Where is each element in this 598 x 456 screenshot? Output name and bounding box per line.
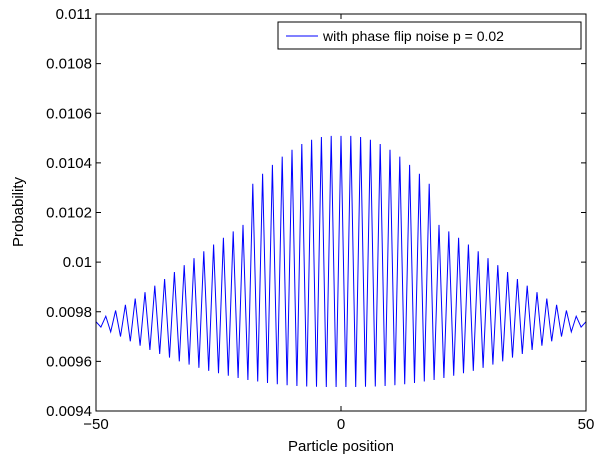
legend-box bbox=[277, 21, 582, 50]
y-tick-label-1: 0.0096 bbox=[46, 353, 92, 370]
y-tick-label-2: 0.0098 bbox=[46, 304, 92, 321]
y-axis-label: Probability bbox=[10, 176, 27, 247]
y-tick-label-5: 0.0104 bbox=[46, 155, 92, 172]
x-tick-label-2: 50 bbox=[578, 416, 595, 433]
x-tick-label-1: 0 bbox=[337, 416, 345, 433]
y-tick-label-0: 0.0094 bbox=[46, 403, 92, 420]
x-axis-label: Particle position bbox=[288, 438, 394, 455]
legend: with phase flip noise p = 0.02 bbox=[277, 21, 582, 50]
y-tick-label-6: 0.0106 bbox=[46, 105, 92, 122]
y-tick-label-3: 0.01 bbox=[63, 254, 92, 271]
y-tick-label-7: 0.0108 bbox=[46, 56, 92, 73]
legend-entry-label: with phase flip noise p = 0.02 bbox=[322, 28, 504, 44]
y-tick-label-4: 0.0102 bbox=[46, 205, 92, 222]
y-tick-label-8: 0.011 bbox=[56, 6, 92, 23]
ticks-layer: −50 0 50 0.0094 0.0096 0.0098 0.01 0.0102 0.0104… bbox=[46, 6, 594, 433]
x-tick-label-0: −50 bbox=[83, 416, 108, 433]
data-layer bbox=[95, 135, 587, 387]
plot-area bbox=[96, 14, 586, 411]
series-line-0 bbox=[95, 135, 587, 387]
